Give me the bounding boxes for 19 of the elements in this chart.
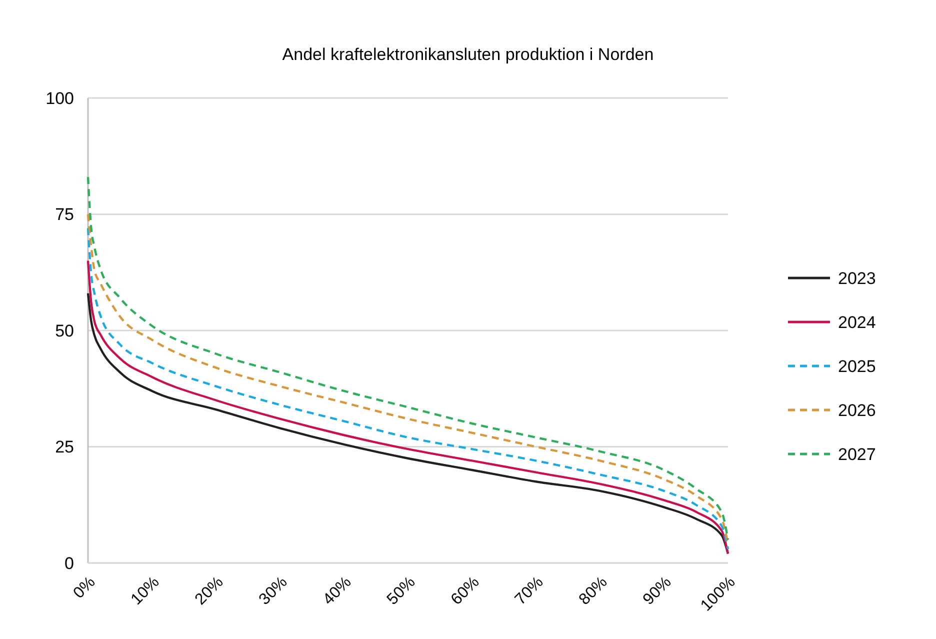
x-tick-label: 90% [640,574,675,608]
legend-label: 2026 [838,400,876,420]
x-tick-label: 60% [448,574,483,608]
legend-label: 2024 [838,312,876,332]
x-tick-label: 50% [384,574,419,608]
legend-label: 2025 [838,356,876,376]
y-tick-label: 50 [55,321,74,340]
x-tick-label: 80% [576,574,611,608]
x-tick-label: 70% [512,574,547,608]
y-tick-label: 25 [55,438,74,457]
x-tick-label: 0% [70,574,99,602]
legend-label: 2027 [838,444,876,464]
x-tick-label: 40% [320,574,355,608]
y-tick-label: 0 [64,554,74,573]
legend-label: 2023 [838,268,876,288]
x-tick-label: 30% [256,574,291,608]
chart-title: Andel kraftelektronikansluten produktion i Norden [282,45,654,64]
y-tick-label: 100 [46,88,74,108]
y-tick-label: 75 [55,205,74,224]
